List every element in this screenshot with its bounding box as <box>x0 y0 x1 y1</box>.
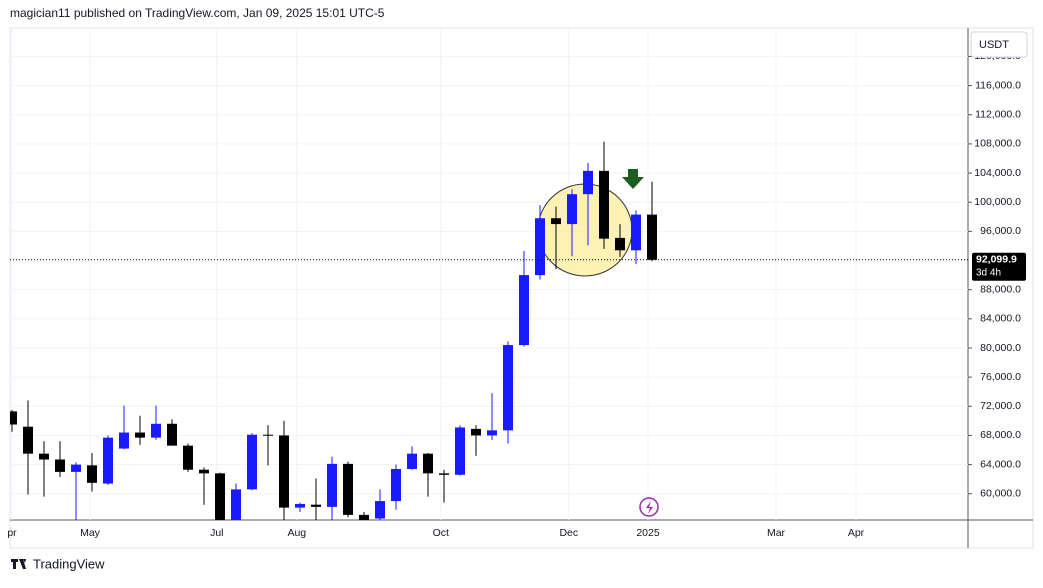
x-tick-label: Mar <box>767 527 786 539</box>
logo <box>11 559 26 569</box>
candle-body <box>423 453 433 474</box>
candle-body <box>295 503 305 508</box>
candle-body <box>551 218 561 225</box>
y-tick-label: 88,000.0 <box>980 283 1021 295</box>
brand: TradingView <box>33 556 105 571</box>
candle-body <box>535 218 545 276</box>
x-tick-label: pr <box>7 527 17 539</box>
candle-body <box>471 428 481 436</box>
y-tick-label: 108,000.0 <box>974 138 1021 150</box>
candle-body <box>615 237 625 251</box>
last-price-tag <box>972 252 1026 281</box>
candle-body <box>407 453 417 469</box>
y-tick-label: 104,000.0 <box>974 167 1021 179</box>
currency[interactable]: USDT <box>979 39 1009 51</box>
candle-body <box>519 275 529 346</box>
candle-body <box>10 411 17 425</box>
y-tick-label: 116,000.0 <box>975 79 1021 91</box>
y-tick-label: 76,000.0 <box>980 371 1021 383</box>
candle-body <box>439 473 449 475</box>
candle-body <box>343 463 353 515</box>
y-tick-label: 84,000.0 <box>980 313 1021 325</box>
y-tick-label: 72,000.0 <box>980 400 1021 412</box>
candle-body <box>55 459 65 472</box>
candle-body <box>279 435 289 508</box>
y-tick-label: 64,000.0 <box>980 458 1021 470</box>
candle-body <box>215 473 225 520</box>
x-tick-label: Jul <box>210 527 223 539</box>
x-tick-label: 2025 <box>636 527 660 539</box>
candle-body <box>199 469 209 474</box>
candle-body <box>567 194 577 225</box>
candle-body <box>119 432 129 449</box>
candle-body <box>375 501 385 519</box>
x-tick-label: Aug <box>287 527 306 539</box>
candle-body <box>167 423 177 446</box>
x-tick-label: Oct <box>433 527 449 539</box>
x-tick-label: May <box>80 527 101 539</box>
x-tick-label: Dec <box>559 527 578 539</box>
chart-frame <box>9 27 1034 549</box>
candle-body <box>599 170 609 239</box>
candle-body <box>247 434 257 490</box>
lightning <box>646 501 653 514</box>
y-tick-label: 60,000.0 <box>980 488 1021 500</box>
down-arrow <box>622 169 644 189</box>
last-price-label: 92,099.9 <box>976 254 1017 266</box>
candle-body <box>455 427 465 475</box>
x-tick-label: Apr <box>848 527 865 539</box>
candle-body <box>183 445 193 470</box>
header: magician11 published on TradingView.com,… <box>10 6 385 20</box>
candle-body <box>135 432 145 438</box>
y-tick-label: 100,000.0 <box>974 196 1021 208</box>
candle-body <box>503 345 513 431</box>
candle-body <box>391 468 401 502</box>
candle-body <box>487 430 497 436</box>
y-tick-label: 68,000.0 <box>980 429 1021 441</box>
candle-body <box>327 463 337 507</box>
candle-body <box>631 214 641 251</box>
y-tick-label: 96,000.0 <box>980 225 1021 237</box>
candle-body <box>87 465 97 483</box>
candle-body <box>359 514 369 520</box>
candle-body <box>71 464 81 472</box>
candle-body <box>231 489 241 520</box>
candle-body <box>263 434 273 436</box>
y-tick-label: 112,000.0 <box>975 109 1021 121</box>
candle-body <box>151 423 161 438</box>
highlight-circle <box>537 183 633 277</box>
candle-body <box>647 214 657 260</box>
countdown: 3d 4h <box>976 267 1001 278</box>
candle-body <box>583 170 593 195</box>
candle-body <box>23 426 33 454</box>
y-tick-label: 80,000.0 <box>980 342 1021 354</box>
currency-button[interactable] <box>970 31 1028 58</box>
candle-body <box>39 453 49 460</box>
candle-body <box>311 504 321 507</box>
candle-body <box>103 437 113 484</box>
